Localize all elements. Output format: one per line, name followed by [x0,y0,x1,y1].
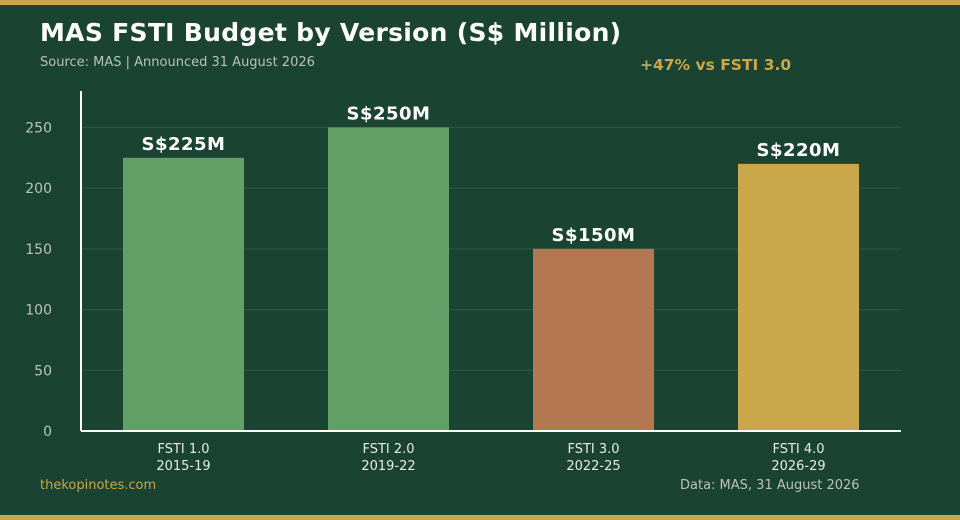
axes [80,91,901,432]
footer-source-site: thekopinotes.com [40,478,157,493]
bar [328,127,449,431]
x-category-label: 2022-25 [566,459,620,474]
bar-value-label: S$150M [552,225,636,246]
y-tick-label: 150 [25,242,52,258]
bar [738,163,859,431]
footer-data-credit: Data: MAS, 31 August 2026 [680,478,860,493]
y-tick-label: 100 [25,303,52,319]
x-category-label: FSTI 3.0 [567,442,619,457]
bottom-accent-rule [0,515,960,520]
x-category-label: 2026-29 [771,459,825,474]
x-category-label: FSTI 4.0 [772,442,824,457]
x-category-label: FSTI 2.0 [362,442,414,457]
chart-subtitle: Source: MAS | Announced 31 August 2026 [40,55,315,70]
bars [123,127,859,432]
bar [533,248,654,431]
x-category-label: FSTI 1.0 [157,442,209,457]
bar-value-label: S$225M [142,134,226,155]
bar-value-label: S$220M [757,140,841,161]
bar [123,157,244,432]
labels: 0 50 100 150 200 250 S$225M FSTI 1.0 2015-19 S$25… [25,103,840,474]
bar-value-label: S$250M [347,103,431,124]
x-category-label: 2015-19 [156,459,210,474]
chart-title: MAS FSTI Budget by Version (S$ Million) [40,18,622,47]
y-tick-label: 200 [25,181,52,197]
x-category-label: 2019-22 [361,459,415,474]
y-tick-label: 50 [34,363,52,379]
top-accent-rule [0,0,960,5]
growth-callout: +47% vs FSTI 3.0 [640,56,792,74]
y-tick-label: 250 [25,120,52,136]
y-tick-label: 0 [43,424,52,440]
